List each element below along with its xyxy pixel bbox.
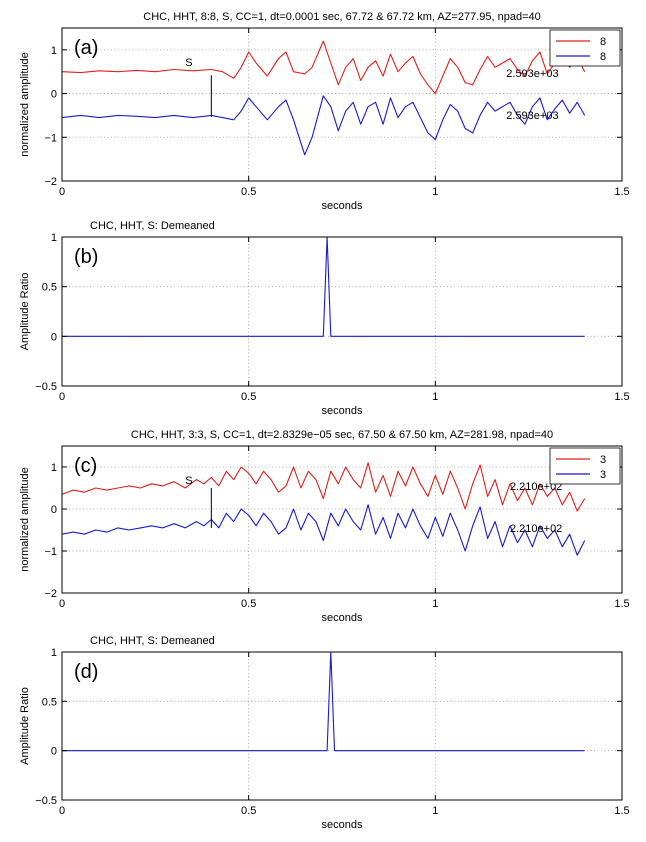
panel-label: (d) [74, 661, 98, 683]
y-tick-label: 0 [51, 89, 57, 101]
axes-frame [61, 236, 623, 387]
x-axis-label: seconds [322, 405, 363, 417]
x-tick-label: 1 [432, 186, 438, 198]
panel-label: (b) [74, 246, 98, 268]
plot-area [62, 237, 622, 386]
x-tick-label: 0.5 [241, 805, 256, 817]
x-tick-label: 1.5 [614, 598, 629, 610]
series-line-blue [62, 651, 585, 752]
x-tick-label: 1 [432, 391, 438, 403]
chart-title: CHC, HHT, 3:3, S, CC=1, dt=2.8329e−05 se… [131, 429, 553, 441]
y-tick-label: −1 [44, 546, 57, 558]
y-axis-label: normalized amplitude [19, 467, 31, 572]
legend: 33 [549, 447, 621, 485]
y-tick-label: −2 [44, 176, 57, 188]
amplitude-label: 2.210e+02 [510, 523, 562, 535]
amplitude-label: 2.210e+02 [510, 481, 562, 493]
legend-label: 3 [600, 469, 606, 481]
chart-title: CHC, HHT, 8:8, S, CC=1, dt=0.0001 sec, 6… [143, 11, 540, 23]
x-tick-label: 0.5 [241, 598, 256, 610]
phase-label: S [185, 57, 192, 69]
x-tick-label: 0.5 [241, 186, 256, 198]
x-tick-label: 1.5 [614, 186, 629, 198]
x-tick-label: 0 [59, 186, 65, 198]
plot-area [62, 28, 622, 181]
series-line-red [61, 462, 586, 512]
legend-label: 8 [600, 36, 606, 48]
y-tick-label: 1 [51, 647, 57, 659]
axes-frame [61, 27, 623, 182]
y-tick-label: 0.5 [42, 282, 57, 294]
chart-panel-c: S 2.210e+02 2.210e+02 0 0.5 1 1.5 −2 −1 0 1 seconds… [19, 429, 630, 624]
phase-label: S [185, 475, 192, 487]
y-tick-label: 0 [51, 746, 57, 758]
x-tick-label: 0 [59, 805, 65, 817]
chart-panel-a: S 2.593e+03 2.593e+03 0 0.5 1 1.5 −2 −1 0 1 seconds… [19, 11, 630, 212]
series-line-blue [61, 504, 586, 556]
chart-title: CHC, HHT, S: Demeaned [90, 635, 215, 647]
x-axis-label: seconds [322, 200, 363, 212]
series-line-red [61, 40, 586, 95]
amplitude-label: 2.593e+03 [506, 68, 558, 80]
y-tick-label: 0 [51, 331, 57, 343]
y-tick-label: 0.5 [42, 696, 57, 708]
panel-label: (c) [74, 455, 97, 477]
legend-box [549, 447, 621, 485]
x-tick-label: 1.5 [614, 391, 629, 403]
legend: 88 [549, 29, 621, 67]
y-tick-label: 1 [51, 462, 57, 474]
y-axis-label: normalized amplitude [19, 52, 31, 157]
plot-area [62, 446, 622, 593]
legend-box [549, 29, 621, 67]
y-axis-label: Amplitude Ratio [19, 273, 31, 351]
y-tick-label: 1 [51, 232, 57, 244]
y-tick-label: −2 [44, 588, 57, 600]
series-line-blue [61, 95, 586, 156]
x-tick-label: 1 [432, 598, 438, 610]
y-tick-label: −0.5 [35, 795, 57, 807]
x-tick-label: 1.5 [614, 805, 629, 817]
legend-label: 8 [600, 51, 606, 63]
x-tick-label: 0 [59, 598, 65, 610]
series-line-blue [62, 236, 585, 337]
x-tick-label: 1 [432, 805, 438, 817]
y-tick-label: 0 [51, 504, 57, 516]
plot-area [62, 652, 622, 800]
amplitude-label: 2.593e+03 [506, 110, 558, 122]
y-tick-label: −0.5 [35, 381, 57, 393]
y-tick-label: 1 [51, 45, 57, 57]
axes-frame [61, 445, 623, 594]
x-tick-label: 0.5 [241, 391, 256, 403]
y-tick-label: −1 [44, 132, 57, 144]
legend-label: 3 [600, 454, 606, 466]
panel-label: (a) [74, 37, 98, 59]
axes-frame [61, 651, 623, 801]
x-axis-label: seconds [322, 612, 363, 624]
x-axis-label: seconds [322, 819, 363, 831]
x-tick-label: 0 [59, 391, 65, 403]
chart-title: CHC, HHT, S: Demeaned [90, 220, 215, 232]
y-axis-label: Amplitude Ratio [19, 687, 31, 765]
